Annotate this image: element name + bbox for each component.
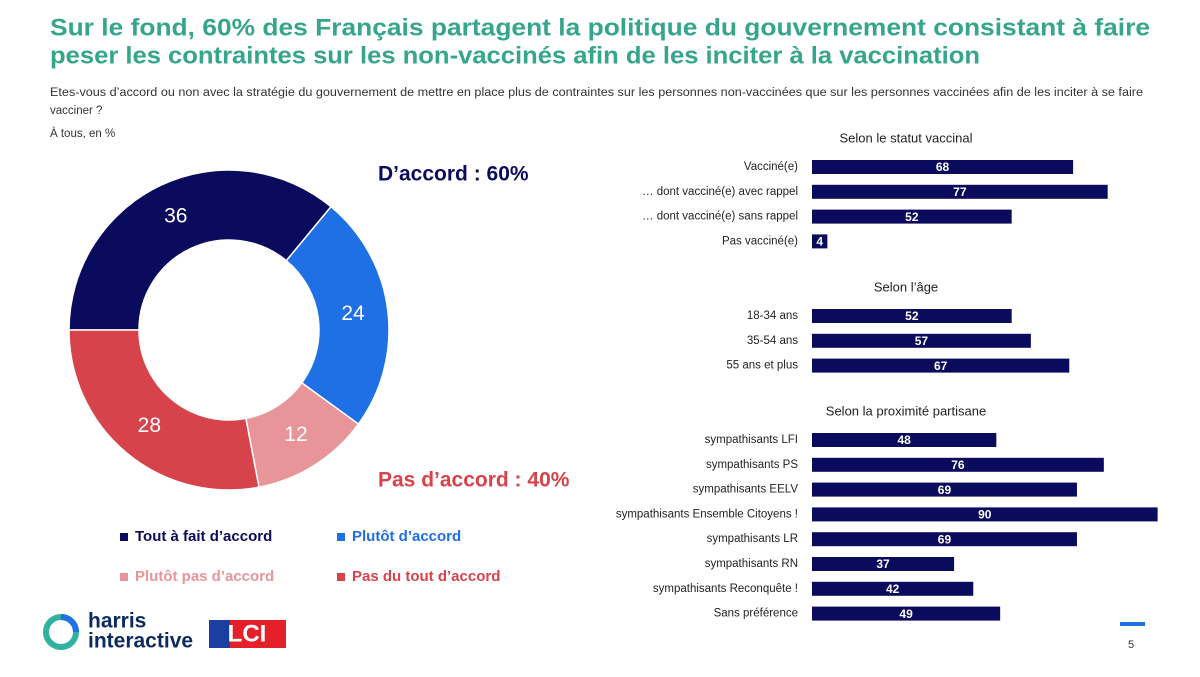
bar xyxy=(812,581,974,596)
value-label: 37 xyxy=(876,557,890,571)
category-label: sympathisants PS xyxy=(706,459,798,471)
harris-logo: harris interactive xyxy=(43,610,193,653)
group-title: Selon le statut vaccinal xyxy=(840,130,973,145)
bar xyxy=(812,309,1012,323)
page-number: 5 xyxy=(1128,639,1134,651)
value-label: 49 xyxy=(899,607,913,621)
base-note: À tous, en % xyxy=(50,127,115,140)
value-label: 52 xyxy=(905,309,919,323)
logo-ring xyxy=(60,614,79,633)
data-label: 36 xyxy=(164,204,187,227)
category-label: … dont vacciné(e) avec rappel xyxy=(642,186,798,198)
question: Etes-vous d’accord ou non avec la straté… xyxy=(50,87,1143,99)
category-label: Sans préférence xyxy=(714,608,798,620)
category-label: sympathisants EELV xyxy=(693,484,799,496)
bar xyxy=(812,234,828,249)
category-label: 18-34 ans xyxy=(747,310,798,322)
group-title: Selon l’âge xyxy=(874,279,938,294)
value-label: 90 xyxy=(978,508,992,522)
bar xyxy=(812,184,1108,199)
bar xyxy=(812,160,1074,174)
legend-label: Pas du tout d’accord xyxy=(352,568,500,585)
annotation: Pas d’accord : 40% xyxy=(378,469,570,492)
value-label: 69 xyxy=(938,483,952,497)
legend-marker xyxy=(120,533,128,541)
category-label: sympathisants LR xyxy=(707,533,798,545)
value-label: 4 xyxy=(816,235,823,249)
value-label: 57 xyxy=(915,334,929,348)
accent-line xyxy=(1120,622,1145,626)
donut-slice xyxy=(68,329,260,491)
category-label: sympathisants LFI xyxy=(705,434,798,446)
legend-marker xyxy=(120,573,128,581)
question: vacciner ? xyxy=(50,105,102,117)
bar xyxy=(812,209,1012,224)
legend-label: Plutôt pas d’accord xyxy=(135,568,274,585)
value-label: 48 xyxy=(897,433,911,447)
logo-text: harris xyxy=(88,610,146,633)
data-label: 28 xyxy=(138,414,161,437)
legend-marker xyxy=(337,533,345,541)
logo-text: interactive xyxy=(88,630,193,653)
bar xyxy=(812,606,1001,621)
donut-slice xyxy=(68,169,333,331)
donut-slice xyxy=(285,205,390,426)
category-label: Vacciné(e) xyxy=(744,161,798,173)
category-label: Pas vacciné(e) xyxy=(722,235,798,247)
bar xyxy=(812,333,1031,348)
value-label: 42 xyxy=(886,582,900,596)
logo-text: LCI xyxy=(228,620,267,647)
value-label: 77 xyxy=(953,185,967,199)
bar xyxy=(812,507,1158,522)
bar xyxy=(812,457,1104,472)
lci-logo: LCI xyxy=(209,620,286,648)
value-label: 67 xyxy=(934,359,948,373)
category-label: sympathisants Ensemble Citoyens ! xyxy=(616,508,798,520)
bar xyxy=(812,532,1077,547)
legend-label: Plutôt d’accord xyxy=(352,528,461,545)
category-label: 55 ans et plus xyxy=(726,360,798,372)
value-label: 52 xyxy=(905,210,919,224)
logo-box xyxy=(230,620,286,648)
value-label: 76 xyxy=(951,458,965,472)
data-label: 12 xyxy=(284,423,307,446)
category-label: sympathisants Reconquête ! xyxy=(653,583,798,595)
data-label: 24 xyxy=(341,302,365,325)
group-title: Selon la proximité partisane xyxy=(826,403,986,418)
bar xyxy=(812,358,1070,373)
category-label: … dont vacciné(e) sans rappel xyxy=(642,211,798,223)
legend-label: Tout à fait d’accord xyxy=(135,528,272,545)
bar xyxy=(812,482,1077,497)
category-label: sympathisants RN xyxy=(705,558,798,570)
title: peser les contraintes sur les non-vaccin… xyxy=(50,42,980,69)
bar xyxy=(812,557,955,571)
category-label: 35-54 ans xyxy=(747,335,798,347)
annotation: D’accord : 60% xyxy=(378,163,529,186)
legend-marker xyxy=(337,573,345,581)
title: Sur le fond, 60% des Français partagent … xyxy=(50,14,1150,41)
value-label: 69 xyxy=(938,532,952,546)
value-label: 68 xyxy=(936,160,950,174)
bar xyxy=(812,433,997,447)
